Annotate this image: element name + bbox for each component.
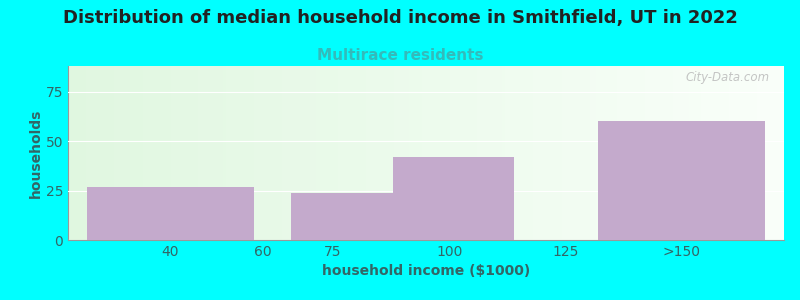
Bar bbox=[394, 157, 514, 240]
Bar bbox=[598, 122, 766, 240]
Text: Distribution of median household income in Smithfield, UT in 2022: Distribution of median household income … bbox=[62, 9, 738, 27]
X-axis label: household income ($1000): household income ($1000) bbox=[322, 264, 530, 278]
Bar bbox=[291, 193, 394, 240]
Text: City-Data.com: City-Data.com bbox=[686, 71, 770, 84]
Y-axis label: households: households bbox=[29, 108, 43, 198]
Bar bbox=[86, 187, 254, 240]
Text: Multirace residents: Multirace residents bbox=[317, 48, 483, 63]
